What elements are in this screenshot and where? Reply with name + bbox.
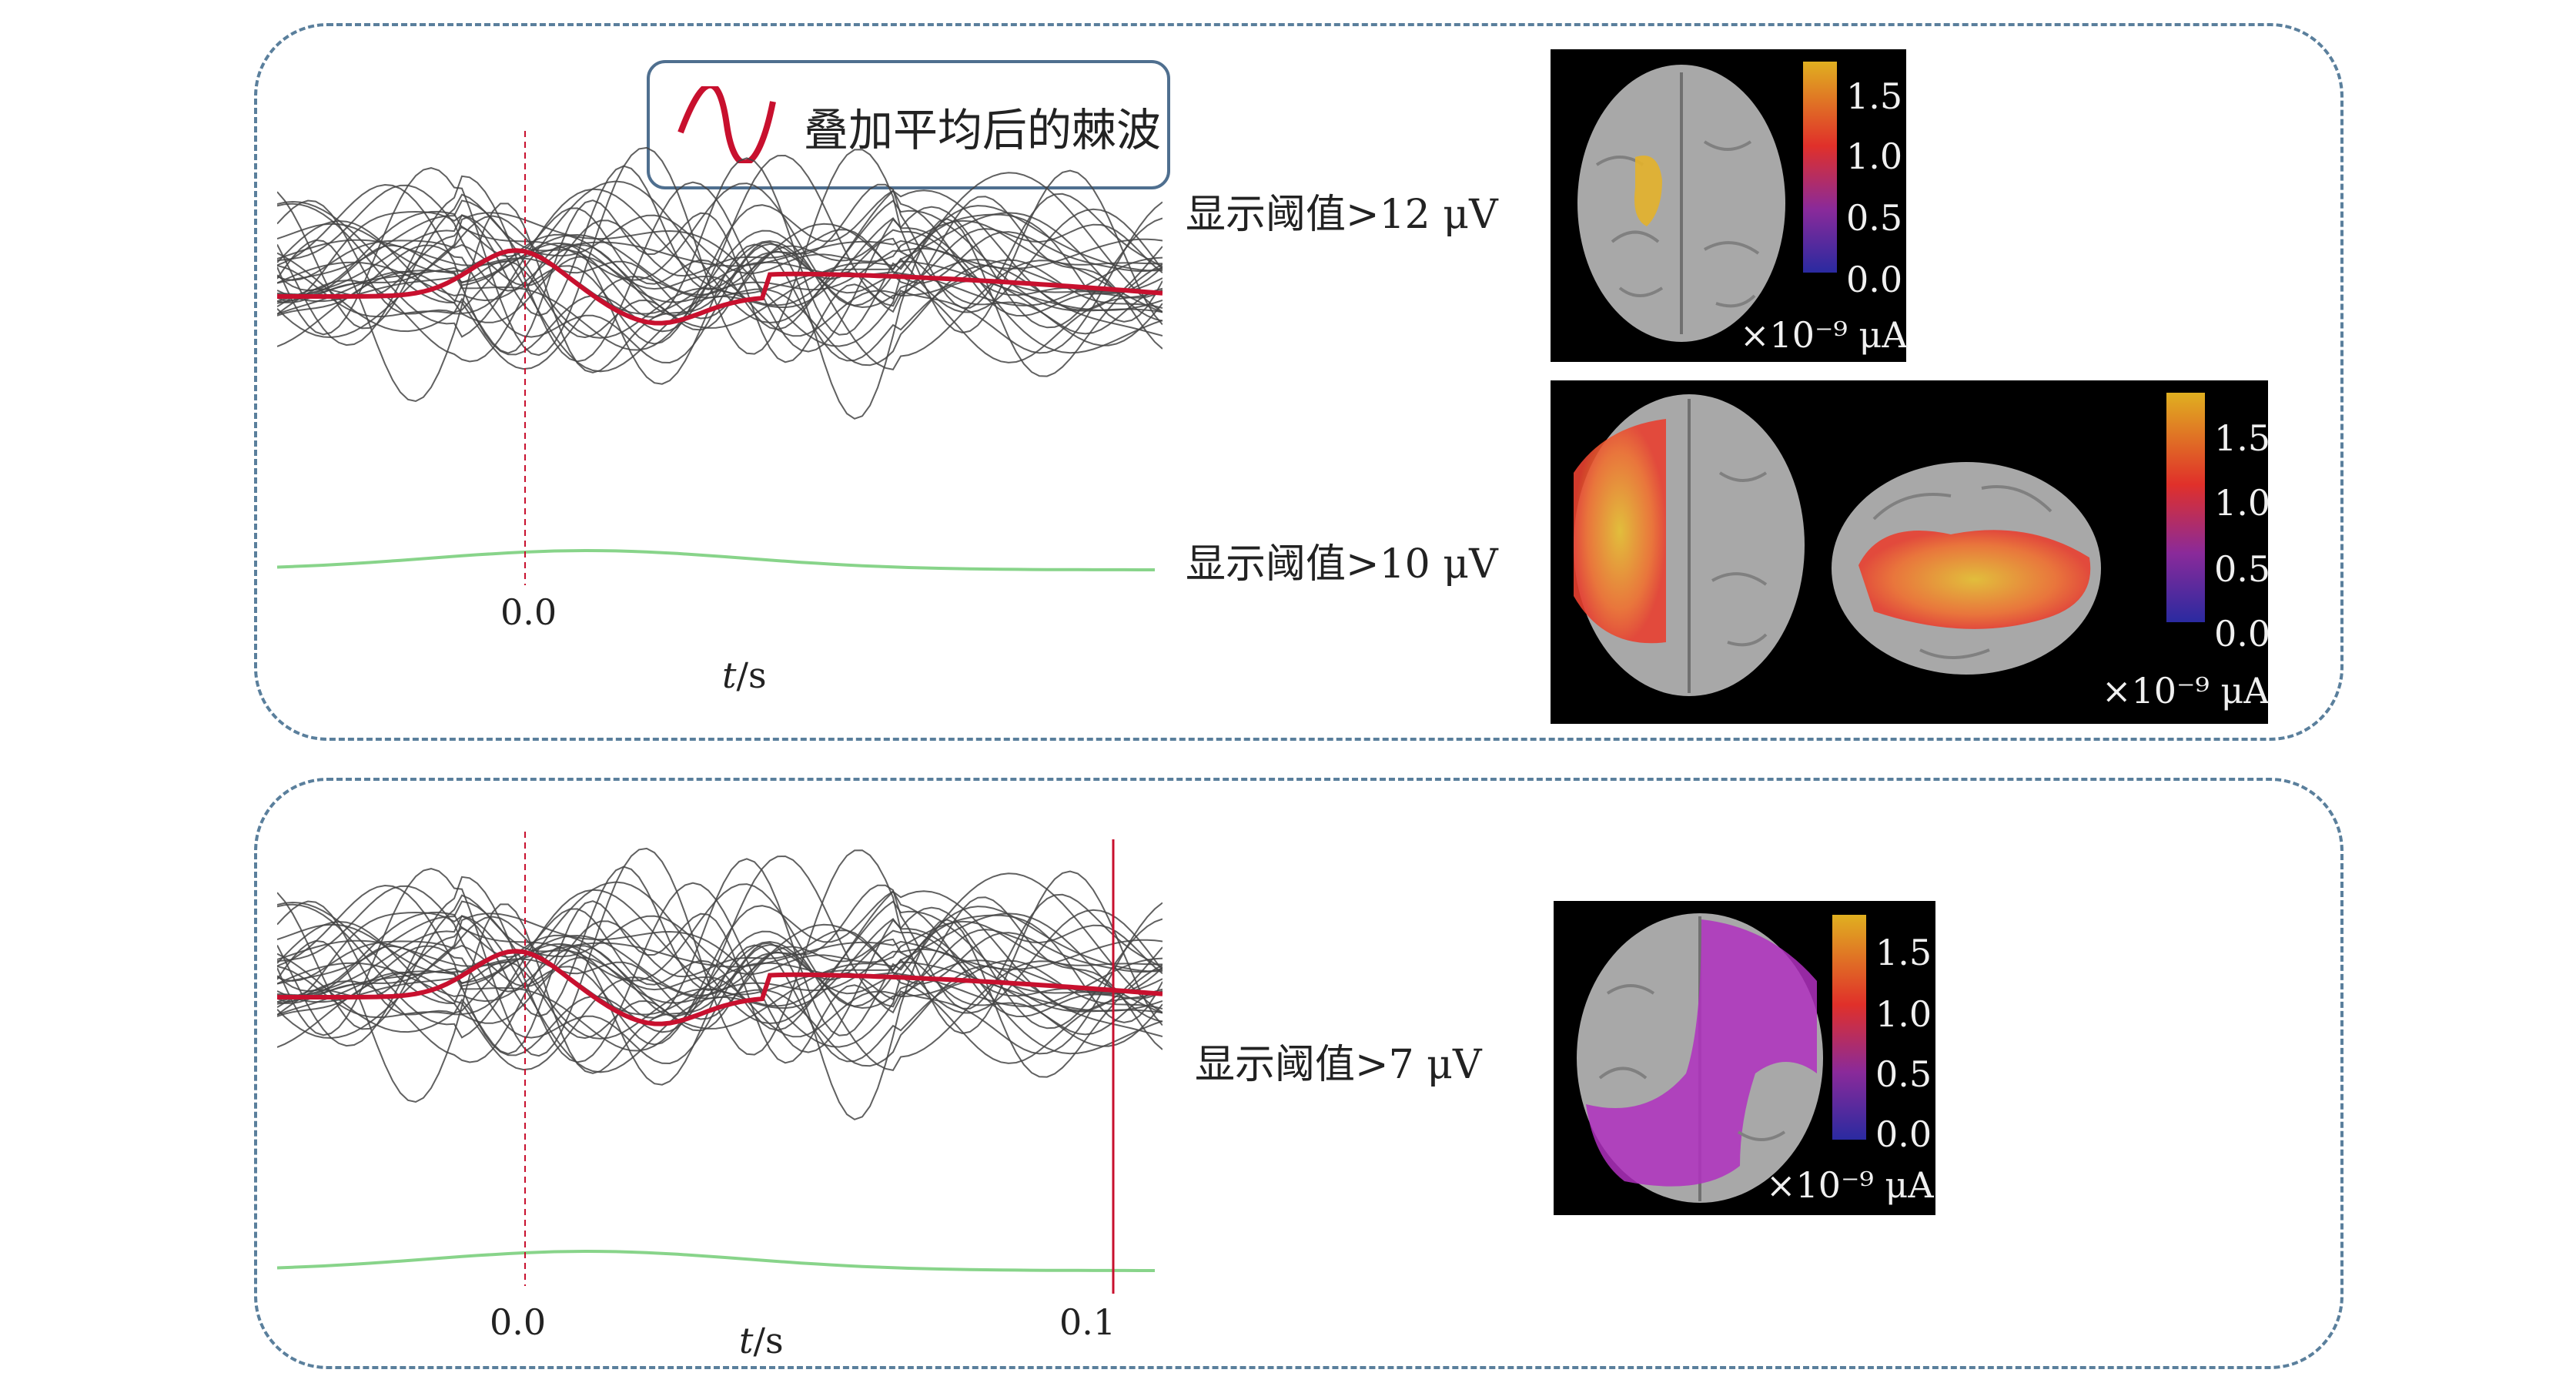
- colorbar-tick: 1.0: [2214, 482, 2271, 524]
- eeg-trace: [277, 203, 1163, 420]
- eeg-trace: [277, 242, 1163, 303]
- eeg-trace: [277, 165, 1163, 316]
- tick-end-bottom: 0.1: [1059, 1301, 1116, 1343]
- eeg-trace: [277, 180, 1163, 324]
- sine-wave-icon: [677, 86, 776, 163]
- tick-zero-top: 0.0: [500, 591, 557, 633]
- eeg-trace: [277, 233, 1163, 333]
- axis-label-bottom: t/s: [739, 1320, 784, 1361]
- brain-map-threshold-10: 1.5 1.0 0.5 0.0 ×10⁻⁹ μA: [1551, 380, 2271, 724]
- eeg-trace: [277, 965, 1163, 1071]
- spike-waveform-plot-bottom: [277, 832, 1163, 1294]
- average-spike-trace: [277, 949, 1163, 1026]
- threshold-label-12: 显示阈值>12 μV: [1186, 192, 1498, 238]
- legend-label: 叠加平均后的棘波: [804, 104, 1162, 156]
- eeg-trace: [277, 264, 1163, 370]
- axis-label-top: t/s: [722, 655, 767, 696]
- eeg-trace: [277, 903, 1163, 1120]
- brain-top-view-icon: [1577, 62, 1837, 342]
- colorbar-tick: 0.0: [1875, 1113, 1932, 1155]
- eeg-trace: [277, 196, 1163, 363]
- eeg-trace: [277, 866, 1163, 1017]
- eeg-trace: [277, 943, 1163, 1004]
- eeg-trace: [277, 146, 1163, 357]
- average-spike-trace: [277, 248, 1163, 326]
- tick-zero-bottom: 0.0: [490, 1301, 547, 1343]
- eeg-trace: [277, 896, 1163, 1064]
- eeg-trace: [277, 237, 1163, 339]
- eeg-trace: [277, 175, 1163, 363]
- spike-waveform-plot-top: [277, 131, 1163, 585]
- eeg-trace: [277, 238, 1163, 270]
- colorbar-tick: 1.5: [2214, 417, 2271, 459]
- colorbar-unit: ×10⁻⁹ μA: [2102, 670, 2270, 712]
- colorbar-tick: 0.5: [1846, 197, 1903, 239]
- eeg-trace: [277, 943, 1163, 1065]
- baseline-trace: [277, 548, 1155, 571]
- colorbar-tick: 1.5: [1875, 932, 1932, 973]
- brain-map-threshold-12: 1.5 1.0 0.5 0.0 ×10⁻⁹ μA: [1551, 49, 1908, 362]
- eeg-trace: [277, 215, 1163, 320]
- colorbar-unit: ×10⁻⁹ μA: [1766, 1164, 1934, 1206]
- eeg-trace: [277, 876, 1163, 1063]
- colorbar-tick: 1.0: [1846, 136, 1903, 177]
- eeg-trace: [277, 847, 1163, 1057]
- eeg-trace: [277, 916, 1163, 1020]
- colorbar-tick: 1.0: [1875, 993, 1932, 1035]
- threshold-label-10: 显示阈值>10 μV: [1186, 541, 1498, 588]
- legend-box: 叠加平均后的棘波: [647, 60, 1170, 189]
- bottom-panel-frame: [254, 778, 2343, 1369]
- eeg-trace: [277, 908, 1163, 1031]
- eeg-trace: [277, 157, 1163, 336]
- brain-dual-view-icon: [1574, 393, 2205, 696]
- eeg-trace: [277, 881, 1163, 1025]
- brain-map-threshold-7: 1.5 1.0 0.5 0.0 ×10⁻⁹ μA: [1554, 901, 1935, 1215]
- eeg-trace: [277, 207, 1163, 330]
- colorbar-tick: 0.5: [2214, 548, 2271, 590]
- eeg-trace: [277, 939, 1163, 970]
- brain-top-view-icon: [1577, 913, 1866, 1203]
- eeg-trace: [277, 934, 1163, 1033]
- colorbar-tick: 0.0: [1846, 259, 1903, 300]
- colorbar-unit: ×10⁻⁹ μA: [1740, 314, 1908, 356]
- top-panel-frame: [254, 23, 2343, 741]
- eeg-trace: [277, 938, 1163, 1040]
- threshold-label-7: 显示阈值>7 μV: [1195, 1042, 1482, 1088]
- colorbar-tick: 1.5: [1846, 75, 1903, 117]
- colorbar-tick: 0.0: [2214, 613, 2271, 655]
- eeg-trace: [277, 243, 1163, 364]
- eeg-trace: [277, 858, 1163, 1036]
- baseline-trace: [277, 1249, 1155, 1272]
- colorbar-tick: 0.5: [1875, 1053, 1932, 1095]
